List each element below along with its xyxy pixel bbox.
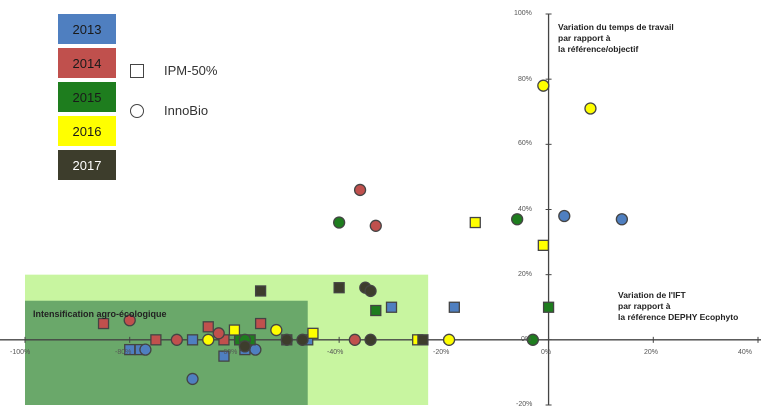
data-point-square [307, 327, 319, 339]
data-point-square [370, 304, 382, 317]
y-tick-label: 20% [518, 271, 533, 278]
data-point-square [542, 301, 555, 313]
legend-year-label: 2015 [72, 89, 102, 105]
data-point-circle [212, 327, 225, 340]
legend-year-label: 2013 [72, 21, 102, 37]
data-point-circle [270, 323, 283, 337]
data-point-circle [615, 213, 629, 226]
data-point-square [97, 317, 110, 330]
data-point-square [150, 334, 162, 346]
legend-year-2013: 2013 [58, 14, 116, 44]
zone-label: Intensification agro-écologique [33, 309, 167, 319]
x-tick-label: -80% [115, 349, 132, 356]
data-point-circle [369, 219, 382, 232]
data-point-square [448, 301, 460, 313]
data-point-square [469, 216, 481, 229]
data-point-square [385, 301, 398, 313]
legend-year-2015: 2015 [58, 82, 116, 112]
legend-year-2017: 2017 [58, 150, 116, 180]
data-point-circle [249, 343, 262, 356]
legend-year-2016: 2016 [58, 116, 116, 146]
x-tick-label: 20% [644, 349, 659, 356]
legend-year-label: 2014 [72, 55, 102, 71]
y-tick-label: 100% [514, 10, 532, 17]
y-tick-label: 60% [518, 140, 533, 147]
data-point-square [202, 321, 214, 333]
data-point-circle [186, 372, 199, 386]
data-point-circle [526, 333, 540, 346]
data-point-circle [537, 79, 550, 92]
y-tick-label: 0% [521, 336, 532, 343]
circle-icon [130, 103, 144, 118]
x-tick-label: 40% [738, 349, 753, 356]
x-tick-label: -20% [433, 349, 450, 356]
x-tick-label: -40% [327, 349, 344, 356]
legend-shape-label: IPM-50% [164, 63, 218, 78]
data-point-circle [139, 343, 152, 356]
data-point-square [417, 334, 429, 346]
legend-year-2014: 2014 [58, 48, 116, 78]
data-point-circle [348, 333, 362, 346]
x-tick-label: 0% [541, 349, 552, 356]
data-point-circle [202, 333, 215, 346]
x-tick-label: -60% [221, 349, 238, 356]
y-axis-annotation: Variation du temps de travail par rappor… [558, 22, 674, 54]
x-axis-annotation: Variation de l'IFT par rapport à la réfé… [618, 290, 739, 322]
data-point-circle [332, 216, 346, 229]
legend-shape-square: IPM-50% [130, 63, 217, 78]
data-point-square [537, 239, 549, 251]
data-point-circle [170, 333, 183, 346]
data-point-circle [364, 333, 377, 346]
data-point-circle [280, 333, 293, 346]
data-point-square [186, 334, 199, 346]
legend-shape-label: InnoBio [164, 103, 209, 118]
legend-year-label: 2017 [72, 157, 102, 173]
x-tick-label: -100% [10, 349, 31, 356]
legend-shape-circle: InnoBio [130, 103, 208, 118]
points-layer [97, 79, 629, 386]
data-point-square [254, 285, 267, 297]
y-tick-label: 40% [518, 206, 533, 213]
data-point-square [254, 317, 267, 330]
data-point-circle [123, 314, 136, 327]
legend-year-label: 2016 [72, 123, 102, 139]
data-point-square [228, 324, 241, 336]
data-point-square [218, 350, 230, 362]
y-tick-label: -20% [516, 401, 533, 408]
data-point-circle [584, 102, 597, 115]
data-point-circle [296, 333, 309, 346]
data-point-circle [558, 209, 571, 223]
square-icon [130, 63, 144, 78]
data-point-circle [442, 333, 456, 346]
y-tick-label: 80% [518, 76, 533, 83]
data-point-circle [353, 183, 367, 197]
data-point-square [124, 343, 136, 356]
data-point-circle [364, 284, 377, 298]
data-point-circle [511, 213, 524, 226]
data-point-square [333, 282, 345, 294]
data-point-circle [238, 340, 252, 353]
